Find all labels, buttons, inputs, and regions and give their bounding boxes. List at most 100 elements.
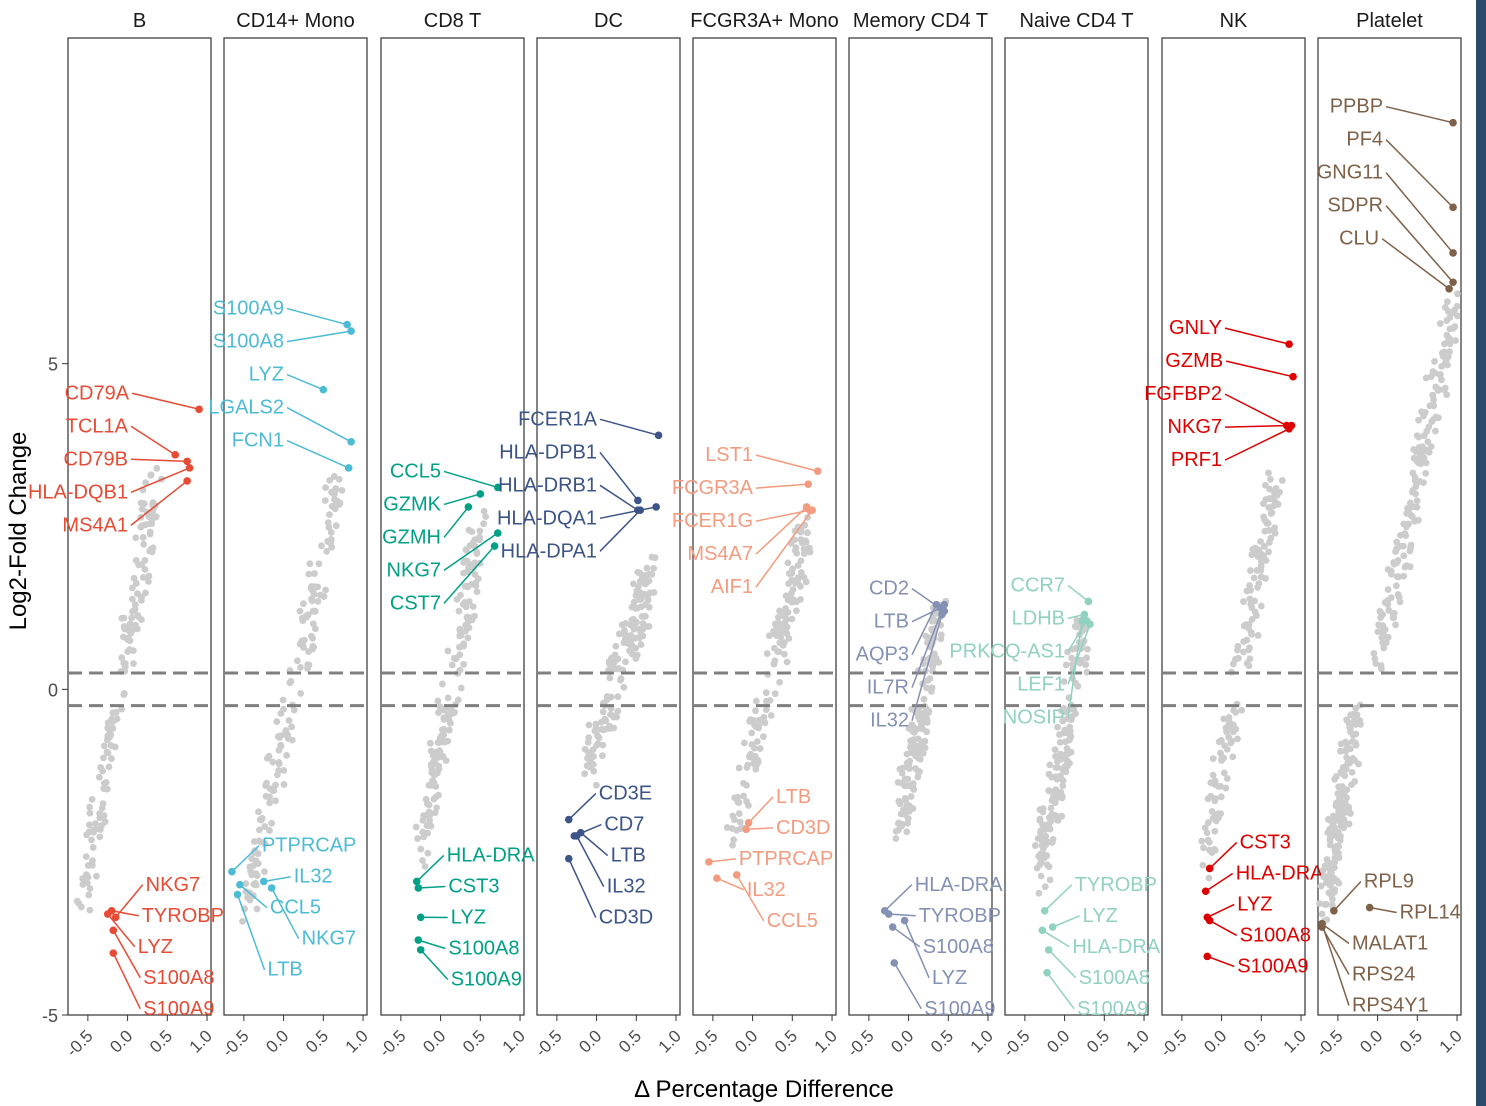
gene-point xyxy=(412,877,421,886)
gene-label: CCL5 xyxy=(390,460,441,482)
background-point xyxy=(1222,784,1230,792)
gene-label: TCL1A xyxy=(66,415,129,437)
background-point xyxy=(1065,736,1073,744)
label-leader-line xyxy=(580,832,609,857)
background-point xyxy=(753,738,761,745)
label-leader-line xyxy=(748,796,774,824)
background-point xyxy=(908,721,916,729)
background-point xyxy=(460,660,468,668)
background-point xyxy=(770,660,778,668)
background-point xyxy=(1334,790,1342,798)
gene-label: IL7R xyxy=(867,677,909,699)
background-point xyxy=(903,828,911,836)
gene-label: LST1 xyxy=(705,444,753,466)
label-leader-line xyxy=(1224,327,1290,345)
background-point xyxy=(317,591,324,599)
background-point xyxy=(752,697,760,705)
background-point xyxy=(751,761,759,769)
background-point xyxy=(1198,837,1206,845)
background-point xyxy=(735,764,743,772)
background-point xyxy=(761,719,769,727)
panel-title: CD8 T xyxy=(424,10,481,32)
background-point xyxy=(480,507,488,515)
gene-label: FCER1G xyxy=(672,510,753,532)
background-point xyxy=(1345,804,1353,812)
background-point xyxy=(96,833,104,841)
label-leader-line xyxy=(1385,172,1454,254)
background-point xyxy=(1347,728,1355,736)
background-point xyxy=(440,725,448,733)
background-point xyxy=(648,553,656,561)
label-leader-line xyxy=(420,949,449,980)
gene-label: HLA-DPA1 xyxy=(501,540,597,562)
background-point xyxy=(279,696,287,704)
background-point xyxy=(111,743,119,751)
label-leader-line xyxy=(286,373,324,391)
background-point xyxy=(246,896,254,904)
background-point xyxy=(1451,306,1458,314)
background-point xyxy=(779,624,787,632)
gene-label: CST3 xyxy=(1240,831,1291,853)
background-point xyxy=(894,778,902,786)
gene-point xyxy=(111,913,120,922)
background-point xyxy=(1371,655,1379,663)
background-point xyxy=(104,724,112,732)
background-point xyxy=(593,781,600,789)
label-leader-line xyxy=(1046,972,1075,1010)
background-point xyxy=(789,565,797,573)
background-points xyxy=(1316,701,1364,925)
panel-title: CD14+ Mono xyxy=(236,10,354,32)
background-point xyxy=(928,688,935,695)
label-leader-line xyxy=(568,793,597,821)
background-point xyxy=(1076,659,1084,667)
background-point xyxy=(456,627,464,634)
background-point xyxy=(86,821,93,829)
gene-label: CD79A xyxy=(65,382,130,404)
background-point xyxy=(286,679,294,687)
background-point xyxy=(326,476,334,484)
background-point xyxy=(128,614,135,622)
label-leader-line xyxy=(111,910,139,917)
background-point xyxy=(1436,320,1444,327)
background-point xyxy=(476,536,483,544)
background-point xyxy=(800,550,808,558)
background-point xyxy=(779,641,787,649)
label-leader-line xyxy=(892,926,921,948)
label-leader-line xyxy=(418,885,446,889)
label-leader-line xyxy=(1067,623,1091,685)
background-point xyxy=(92,820,99,827)
gene-label: CD2 xyxy=(869,578,909,600)
background-point xyxy=(740,739,748,747)
gene-point xyxy=(652,503,660,511)
panel-fcgr3a-mono: FCGR3A+ Mono LST1 FCGR3A FCER1G MS4A7 AIF1 LTB… xyxy=(672,10,841,1061)
background-point xyxy=(1446,340,1454,348)
background-point xyxy=(101,818,109,826)
gene-point xyxy=(236,880,244,889)
x-tick-label: 0.5 xyxy=(771,1026,801,1056)
background-point xyxy=(896,765,904,773)
background-point xyxy=(269,758,277,766)
background-point xyxy=(1209,771,1217,779)
label-leader-line xyxy=(755,483,809,489)
background-point xyxy=(897,810,905,818)
gene-label: TYROBP xyxy=(142,905,224,927)
background-point xyxy=(338,486,346,494)
background-point xyxy=(272,797,279,805)
background-point xyxy=(1323,856,1331,863)
x-tick-label: -0.5 xyxy=(63,1026,97,1060)
background-point xyxy=(1234,654,1242,662)
background-point xyxy=(424,849,432,857)
gene-point xyxy=(1201,887,1210,896)
background-point xyxy=(584,738,592,746)
label-leader-line xyxy=(231,845,260,873)
panel-dc: DC FCER1A HLA-DPB1 HLA-DRB1 HLA-DQA1 HLA-DPA1… xyxy=(497,10,685,1061)
background-point xyxy=(146,530,154,538)
background-point xyxy=(242,888,250,896)
background-point xyxy=(318,542,325,550)
background-point xyxy=(748,729,756,737)
background-point xyxy=(1401,563,1409,571)
background-point xyxy=(589,760,597,768)
label-leader-line xyxy=(1224,428,1290,461)
background-point xyxy=(1046,825,1054,833)
background-point xyxy=(1225,713,1233,721)
